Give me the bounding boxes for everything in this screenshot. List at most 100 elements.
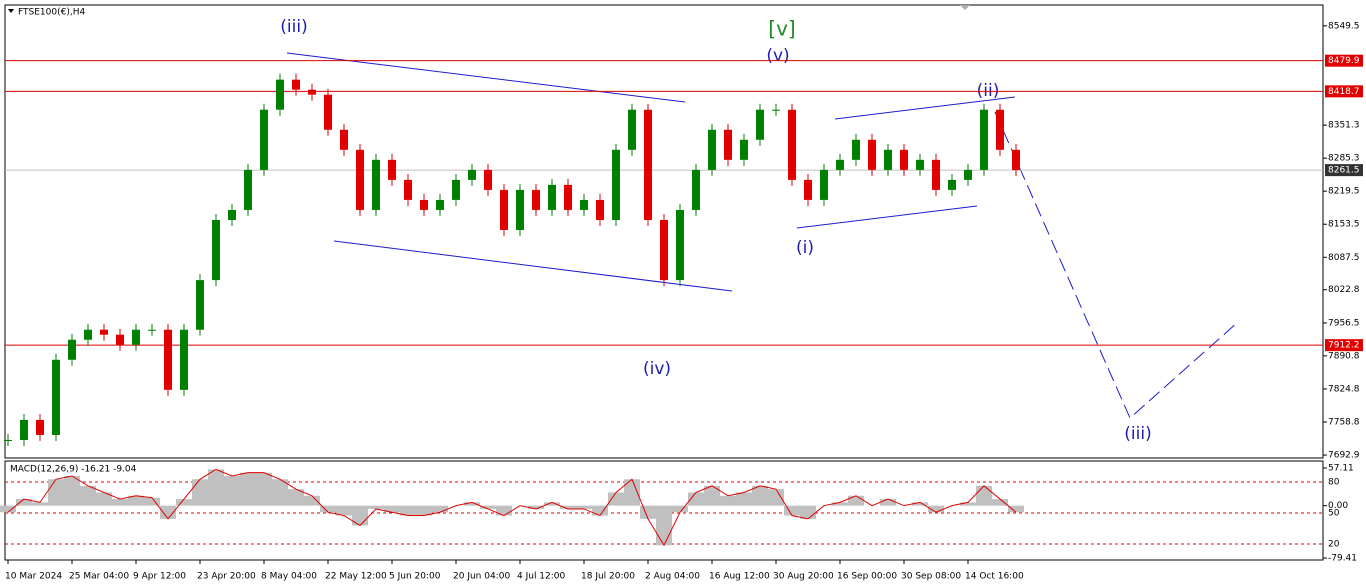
- candle: [244, 169, 252, 210]
- x-tick-label: 4 Jul 12:00: [517, 572, 566, 582]
- macd-bar: [544, 502, 560, 506]
- macd-bar: [784, 505, 800, 516]
- candle: [68, 339, 76, 360]
- macd-bar: [288, 489, 304, 506]
- x-tick-label: 20 Jun 04:00: [453, 572, 510, 582]
- candle: [212, 219, 220, 281]
- macd-bar: [720, 495, 736, 506]
- macd-bar: [432, 505, 448, 513]
- candle: [356, 149, 364, 210]
- macd-bar: [416, 505, 432, 516]
- candle: [932, 159, 940, 190]
- projection: [994, 111, 1239, 419]
- shift-marker: [960, 5, 970, 10]
- macd-bar: [320, 505, 336, 513]
- candle: [676, 209, 684, 281]
- macd-bar: [768, 489, 784, 506]
- macd-bar: [608, 492, 624, 506]
- macd-bar: [256, 472, 272, 506]
- x-tick-label: 16 Sep 00:00: [837, 572, 897, 582]
- macd-bar: [576, 505, 592, 509]
- candle: [484, 169, 492, 190]
- macd-title: MACD(12,26,9) -16.21 -9.04: [10, 465, 137, 475]
- level-label: 7912.2: [1328, 341, 1360, 351]
- candle: [1012, 149, 1020, 171]
- x-tick-label: 10 Mar 2024: [5, 572, 62, 582]
- candle: [36, 419, 44, 435]
- trendlines: [286, 52, 1239, 419]
- candle: [180, 329, 188, 390]
- macd-bar: [160, 505, 176, 519]
- y-tick-label: 8219.5: [1328, 187, 1360, 197]
- candle: [452, 179, 460, 200]
- candle: [404, 179, 412, 200]
- candle: [52, 359, 60, 435]
- symbol-title: FTSE100(€),H4: [18, 8, 85, 18]
- macd-bar: [272, 479, 288, 506]
- x-tick-label: 25 Mar 04:00: [69, 572, 129, 582]
- candle: [372, 159, 380, 210]
- macd-bar: [384, 505, 400, 513]
- macd-bar: [304, 495, 320, 506]
- macd-bar: [992, 499, 1008, 506]
- candle: [804, 179, 812, 200]
- candle: [692, 169, 700, 210]
- x-tick-label: 30 Aug 20:00: [773, 572, 834, 582]
- candle: [20, 419, 28, 440]
- level-tag: [1325, 85, 1363, 98]
- macd-bar: [592, 505, 608, 516]
- y-tick-label: 8549.5: [1328, 21, 1360, 31]
- candle: [884, 149, 892, 170]
- candle: [532, 189, 540, 210]
- candle: [724, 129, 732, 160]
- candle: [612, 149, 620, 220]
- level-tag: [1325, 54, 1363, 67]
- candle: [980, 109, 988, 170]
- y-tick-label: 7692.9: [1328, 451, 1360, 461]
- trendline: [834, 96, 1016, 120]
- candle: [916, 159, 924, 170]
- level-label: 50: [1328, 508, 1340, 518]
- x-tick-label: 18 Jul 20:00: [581, 572, 635, 582]
- candle: [948, 179, 956, 190]
- macd-bar: [144, 497, 160, 506]
- y-tick-label: 8087.5: [1328, 253, 1360, 263]
- candle: [548, 184, 556, 210]
- macd-bar: [912, 502, 928, 506]
- candle: [164, 329, 172, 390]
- macd-bar: [832, 502, 848, 506]
- candle: [420, 199, 428, 210]
- candle: [756, 109, 764, 140]
- macd-bar: [352, 505, 368, 526]
- macd-bar: [176, 499, 192, 506]
- wave-label: (v): [766, 46, 789, 66]
- candle: [852, 139, 860, 160]
- y-tick-label: 7890.8: [1328, 351, 1360, 361]
- candle: [564, 184, 572, 210]
- macd-bar: [32, 502, 48, 506]
- macd-bar: [96, 492, 112, 506]
- macd-bar: [928, 505, 944, 513]
- macd-bar: [464, 502, 480, 506]
- wave-label: (i): [796, 238, 814, 258]
- trendline: [333, 240, 733, 292]
- macd-bar: [368, 505, 384, 509]
- level-label: 80: [1328, 477, 1340, 487]
- candle: [436, 199, 444, 210]
- candle: [660, 219, 668, 281]
- level-label: 20: [1328, 539, 1340, 549]
- candle: [196, 280, 204, 330]
- candle: [868, 139, 876, 170]
- macd-bar: [480, 505, 496, 509]
- macd-tick-label: 57.11: [1328, 463, 1354, 473]
- macd-bar: [400, 505, 416, 516]
- macd-tick-label: 0.00: [1328, 501, 1348, 511]
- candle: [644, 109, 652, 220]
- candle: [628, 109, 636, 150]
- macd-bar: [528, 505, 544, 509]
- menu-arrow[interactable]: [8, 9, 14, 13]
- wave-label: [v]: [768, 17, 795, 41]
- x-tick-label: 22 May 12:00: [325, 572, 387, 582]
- macd-bar: [976, 485, 992, 506]
